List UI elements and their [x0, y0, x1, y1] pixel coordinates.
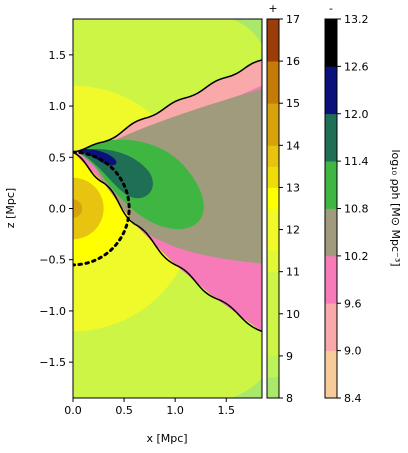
y-tick-label: −0.5 — [39, 254, 66, 267]
x-tick-label: 0.0 — [64, 404, 82, 417]
y-tick-label: 1.0 — [49, 100, 67, 113]
colorbar-plus-tick-label: 11 — [286, 266, 300, 279]
colorbar-plus-tick-label: 12 — [286, 224, 300, 237]
colorbar-minus-band-7 — [325, 19, 337, 67]
colorbar-plus-frame — [266, 18, 280, 399]
boundary-line — [73, 59, 262, 333]
colorbar-plus-tick-label: 8 — [286, 392, 293, 405]
outer-contour-level-3 — [73, 199, 83, 218]
y-tick-label: −1.5 — [39, 356, 66, 369]
y-tick-label: 0.5 — [49, 151, 67, 164]
y-tick-label: −1.0 — [39, 305, 66, 318]
colorbar-minus-band-6 — [325, 66, 337, 115]
colorbar-plus-band-9 — [267, 61, 279, 104]
colorbar-plus-band-10 — [267, 19, 279, 62]
colorbar-plus-band-8 — [267, 103, 279, 146]
colorbar-minus-tick-label: 8.4 — [344, 392, 362, 405]
y-tick-label: 1.5 — [49, 49, 67, 62]
colorbar-plus: 8 9 10 11 12 13 14 15 16 17 — [266, 13, 300, 405]
colorbar-plus-sign: + — [268, 2, 277, 15]
colorbar-minus-tick-label: 12.0 — [344, 108, 369, 121]
colorbar-plus-band-2 — [267, 271, 279, 357]
colorbar-plus-band-7 — [267, 145, 279, 167]
colorbar-plus-band-0 — [267, 376, 279, 399]
colorbar-minus-band-5 — [325, 113, 337, 162]
y-axis: 1.5 1.0 0.5 0.0 −0.5 −1.0 −1.5 — [39, 49, 73, 369]
contour-plot: 0.0 0.5 1.0 1.5 1.5 1.0 0.5 0.0 −0.5 −1.0 −1.5 x … — [4, 18, 263, 445]
colorbar-minus-tick-label: 9.6 — [344, 297, 362, 310]
colorbar-minus-band-0 — [325, 350, 337, 399]
colorbar-plus-tick-label: 9 — [286, 350, 293, 363]
colorbar-plus-band-4 — [267, 208, 279, 252]
colorbar-plus-band-6 — [267, 166, 279, 188]
colorbar-minus-tick-label: 9.0 — [344, 345, 362, 358]
colorbar-plus-tick-label: 17 — [286, 13, 300, 26]
colorbar-minus-tick-label: 12.6 — [344, 60, 369, 73]
colorbar-plus-tick-label: 15 — [286, 97, 300, 110]
colorbar-plus-band-3 — [267, 250, 279, 273]
colorbar-minus-tick-label: 10.2 — [344, 250, 369, 263]
colorbar-plus-tick-label: 13 — [286, 181, 300, 194]
colorbar-plus-tick-label: 10 — [286, 308, 300, 321]
y-axis-label: z [Mpc] — [4, 188, 17, 228]
x-axis-label: x [Mpc] — [146, 432, 187, 445]
outer-contour-level-2 — [73, 177, 104, 240]
colorbar-minus-band-2 — [325, 255, 337, 304]
x-tick-label: 1.0 — [166, 404, 184, 417]
outer-contour-corner-upper — [231, 19, 262, 45]
colorbar-minus-band-3 — [325, 208, 337, 257]
colorbar-plus-band-5 — [267, 187, 279, 209]
outer-contour-corner-lower — [231, 377, 262, 398]
colorbar-minus-tick-label: 10.8 — [344, 203, 369, 216]
colorbar-minus: 8.4 9.0 9.6 10.2 10.8 11.4 12.0 12.6 13.2 — [324, 13, 369, 405]
colorbar-minus-band-4 — [325, 161, 337, 209]
x-axis: 0.0 0.5 1.0 1.5 — [64, 398, 235, 417]
y-tick-label: 0.0 — [49, 203, 67, 216]
colorbar-minus-sign: - — [329, 2, 333, 15]
colorbar-plus-tick-label: 14 — [286, 139, 300, 152]
colorbar-plus-band-1 — [267, 355, 279, 378]
colorbar-minus-band-1 — [325, 303, 337, 352]
x-tick-label: 1.5 — [217, 404, 235, 417]
colorbar-minus-tick-label: 13.2 — [344, 13, 369, 26]
colorbar-minus-tick-label: 11.4 — [344, 155, 369, 168]
colorbar-label: log₁₀ ρph [M⊙ Mpc⁻³] — [389, 149, 402, 266]
x-tick-label: 0.5 — [115, 404, 133, 417]
colorbar-plus-tick-label: 16 — [286, 55, 300, 68]
